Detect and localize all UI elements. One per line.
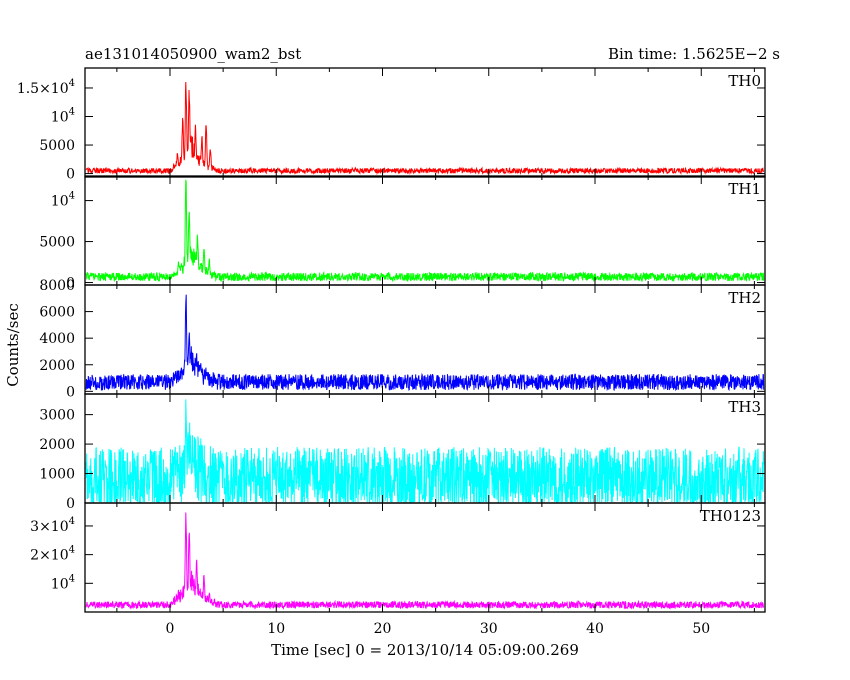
- y-tick-label: 8000: [39, 278, 75, 294]
- chart-title: ae131014050900_wam2_bst: [85, 45, 301, 63]
- y-tick-label: 2000: [39, 358, 75, 374]
- x-tick-label: 0: [166, 621, 175, 637]
- y-tick-label: 1000: [39, 467, 75, 483]
- panels: TH0050001041.5×104TH105000104TH202000400…: [17, 67, 766, 637]
- x-tick-label: 30: [480, 621, 498, 637]
- y-tick-label: 3000: [39, 408, 75, 424]
- panel-frame: [84, 67, 766, 178]
- panel-th3: TH3 0 1000 2000 3000: [39, 393, 766, 512]
- panel-label: TH1: [728, 180, 761, 198]
- panel-label: TH2: [728, 289, 761, 307]
- series-line-th0: [85, 81, 765, 176]
- y-tick-label: 6000: [39, 305, 75, 321]
- y-tick-label: 2×104: [30, 545, 75, 564]
- y-tick-label: 104: [51, 191, 75, 210]
- series-line-th1: [85, 179, 765, 283]
- panel-th1: TH1 0 5000 104: [39, 175, 766, 292]
- y-tick-label: 104: [51, 573, 75, 592]
- y-tick-label: 2000: [39, 437, 75, 453]
- y-tick-label: 5000: [39, 138, 75, 154]
- panel-frame: [84, 502, 766, 613]
- x-tick-label: 50: [692, 621, 710, 637]
- y-tick-label: 104: [51, 107, 75, 126]
- y-tick-label: 4000: [39, 331, 75, 347]
- y-axis-label: Counts/sec: [4, 303, 22, 387]
- series-line-th3: [85, 399, 765, 504]
- panel-th0: TH0 0 5000 104 1.5×104: [17, 67, 766, 183]
- chart-subtitle: Bin time: 1.5625E−2 s: [608, 45, 780, 63]
- panel-label: TH0123: [700, 507, 761, 525]
- y-tick-label: 0: [66, 496, 75, 512]
- y-tick-label: 0: [66, 167, 75, 183]
- panel-th2: TH2 0 2000 4000 6000 8000: [39, 278, 766, 400]
- y-tick-label: 0: [66, 384, 75, 400]
- panel-th0123: TH0123 104 2×104 3×104: [30, 502, 766, 613]
- x-axis-label: Time [sec] 0 = 2013/10/14 05:09:00.269: [271, 641, 579, 659]
- series-line-th0123: [85, 512, 764, 610]
- x-tick-label: 10: [267, 621, 285, 637]
- y-tick-label: 5000: [39, 235, 75, 251]
- panel-label: TH0: [728, 72, 761, 90]
- y-tick-label: 1.5×104: [17, 78, 75, 97]
- x-tick-label: 20: [374, 621, 392, 637]
- x-tick-label: 40: [586, 621, 604, 637]
- series-line-th2: [85, 294, 765, 392]
- y-tick-label: 3×104: [30, 516, 75, 535]
- panel-label: TH3: [728, 398, 761, 416]
- y-tick-label: 0: [66, 276, 75, 292]
